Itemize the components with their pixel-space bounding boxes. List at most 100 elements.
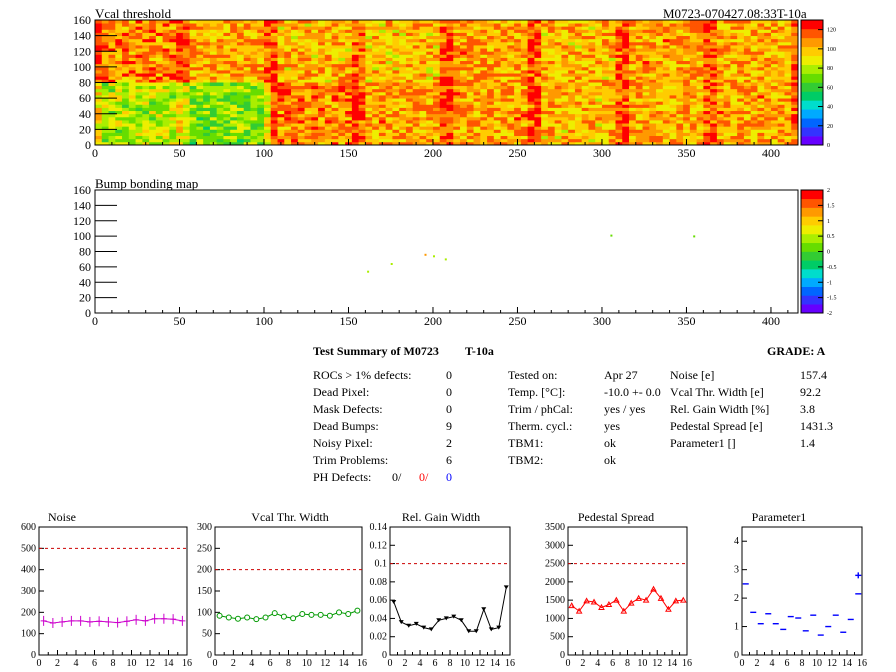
heatmap-cell xyxy=(291,107,299,112)
heatmap-cell xyxy=(554,82,562,87)
heatmap-cell xyxy=(487,126,495,130)
heatmap-cell xyxy=(493,126,501,130)
heatmap-cell xyxy=(196,41,204,46)
heatmap-cell xyxy=(155,126,163,130)
heatmap-cell xyxy=(216,82,224,87)
heatmap-cell xyxy=(527,88,535,93)
heatmap-cell xyxy=(257,73,265,77)
heatmap-cell xyxy=(108,66,116,71)
summary-mid-value: Apr 27 xyxy=(604,368,638,382)
heatmap-cell xyxy=(784,113,792,118)
heatmap-cell xyxy=(595,41,603,46)
heatmap-cell xyxy=(392,23,400,27)
heatmap-cell xyxy=(689,95,698,99)
heatmap-cell xyxy=(534,110,542,115)
heatmap-cell xyxy=(385,104,393,108)
heatmap-cell xyxy=(581,85,589,90)
heatmap-cell xyxy=(182,107,191,112)
heatmap-cell xyxy=(155,82,163,87)
heatmap-cell xyxy=(155,32,163,37)
heatmap-cell xyxy=(189,132,197,137)
heatmap-cell xyxy=(487,104,495,108)
heatmap-cell xyxy=(615,79,623,83)
heatmap-cell xyxy=(405,35,414,40)
heatmap-cell xyxy=(568,76,576,80)
heatmap-cell xyxy=(764,110,772,115)
heatmap-cell xyxy=(649,35,657,40)
heatmap-cell xyxy=(426,73,434,77)
heatmap-cell xyxy=(588,104,596,108)
heatmap-cell xyxy=(291,129,299,133)
heatmap-cell xyxy=(520,29,529,33)
heatmap-cell xyxy=(480,91,488,96)
heatmap-cell xyxy=(189,63,197,68)
heatmap-cell xyxy=(338,57,346,62)
heatmap-cell xyxy=(189,35,197,40)
heatmap-cell xyxy=(412,85,420,90)
heatmap-cell xyxy=(743,48,752,52)
heatmap-cell xyxy=(527,23,535,27)
heatmap-cell xyxy=(595,54,603,58)
heatmap-cell xyxy=(588,38,596,43)
heatmap-cell xyxy=(243,135,251,140)
heatmap-cell xyxy=(297,51,305,55)
heatmap-cell xyxy=(656,73,664,77)
heatmap-cell xyxy=(128,57,136,62)
heatmap-cell xyxy=(209,32,218,37)
heatmap-cell xyxy=(676,91,684,96)
heatmap-cell xyxy=(527,45,535,49)
heatmap-cell xyxy=(696,20,704,24)
heatmap-cell xyxy=(547,73,556,77)
heatmap-cell xyxy=(128,135,136,140)
heatmap-cell xyxy=(601,73,610,77)
heatmap-cell xyxy=(358,85,366,90)
heatmap-cell xyxy=(601,60,610,65)
heatmap-cell xyxy=(777,138,785,143)
heatmap-cell xyxy=(432,79,441,83)
heatmap-cell xyxy=(412,101,420,105)
colorbar-label: 80 xyxy=(827,66,833,72)
heatmap-cell xyxy=(683,132,691,137)
heatmap-cell xyxy=(514,135,522,140)
heatmap-cell xyxy=(547,45,556,49)
heatmap-cell xyxy=(514,82,522,87)
heatmap-cell xyxy=(358,60,366,65)
heatmap-cell xyxy=(142,48,150,52)
heatmap-cell xyxy=(784,135,792,140)
heatmap-cell xyxy=(169,26,177,30)
heatmap-cell xyxy=(250,57,258,62)
heatmap-cell xyxy=(324,101,332,105)
heatmap-cell xyxy=(737,73,745,77)
heatmap-cell xyxy=(176,26,184,30)
heatmap-cell xyxy=(236,57,245,62)
heatmap-cell xyxy=(405,32,414,37)
heatmap-cell xyxy=(176,54,184,58)
heatmap-cell xyxy=(432,132,441,137)
heatmap-cell xyxy=(338,91,346,96)
plot-frame xyxy=(741,526,863,656)
heatmap-cell xyxy=(351,113,360,118)
heatmap-cell xyxy=(142,82,150,87)
heatmap-cell xyxy=(710,98,718,102)
heatmap-cell xyxy=(723,35,731,40)
heatmap-cell xyxy=(432,120,441,124)
heatmap-cell xyxy=(460,76,468,80)
heatmap-cell xyxy=(209,107,218,112)
heatmap-cell xyxy=(547,41,556,46)
heatmap-cell xyxy=(487,26,495,30)
heatmap-cell xyxy=(723,101,731,105)
heatmap-cell xyxy=(791,85,799,90)
heatmap-cell xyxy=(716,70,725,74)
heatmap-cell xyxy=(351,101,360,105)
heatmap-cell xyxy=(95,32,103,37)
heatmap-cell xyxy=(480,57,488,62)
heatmap-cell xyxy=(656,70,664,74)
heatmap-cell xyxy=(230,57,238,62)
heatmap-cell xyxy=(412,70,420,74)
heatmap-cell xyxy=(791,60,799,65)
heatmap-cell xyxy=(149,79,157,83)
heatmap-cell xyxy=(473,132,481,137)
heatmap-cell xyxy=(270,73,278,77)
heatmap-cell xyxy=(155,35,163,40)
heatmap-cell xyxy=(189,135,197,140)
